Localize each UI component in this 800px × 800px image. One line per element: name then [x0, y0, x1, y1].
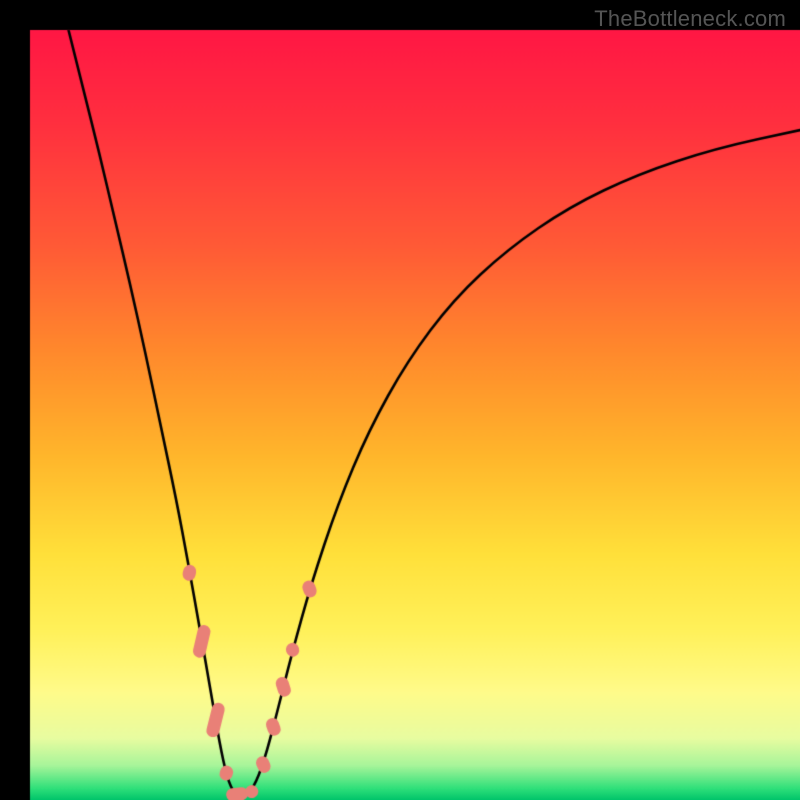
- chart-stage: TheBottleneck.com: [0, 0, 800, 800]
- chart-curve-canvas: [0, 0, 800, 800]
